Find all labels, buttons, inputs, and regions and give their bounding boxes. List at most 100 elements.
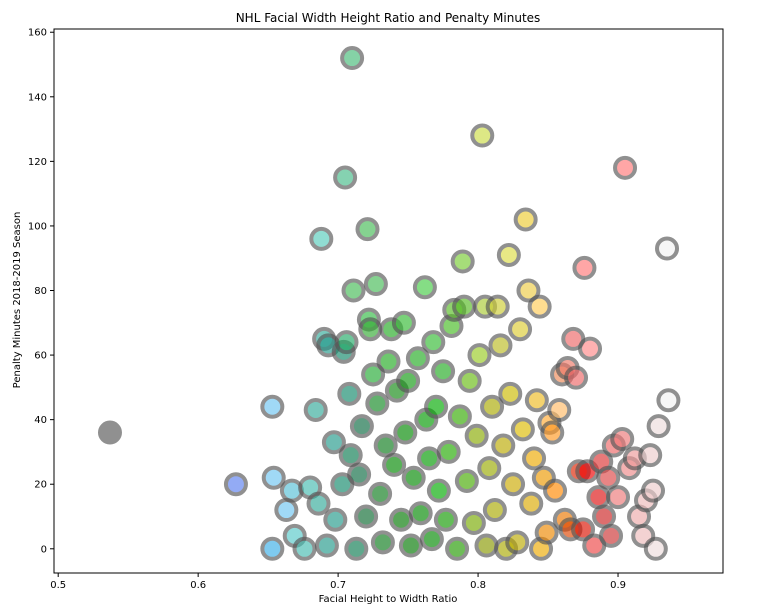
- scatter-point: [470, 123, 495, 148]
- scatter-point: [592, 504, 617, 529]
- scatter-point: [391, 310, 416, 335]
- scatter-point: [274, 498, 299, 523]
- scatter-point: [477, 456, 502, 481]
- scatter-point: [433, 507, 458, 532]
- scatter-point: [260, 536, 285, 561]
- scatter-point: [261, 465, 286, 490]
- scatter-point: [340, 46, 365, 71]
- y-tick-label: 160: [28, 28, 47, 39]
- scatter-point: [596, 465, 621, 490]
- scatter-point: [344, 536, 369, 561]
- scatter-point: [508, 317, 533, 342]
- scatter-point: [349, 414, 374, 439]
- scatter-point: [321, 430, 346, 455]
- scatter-point: [355, 217, 380, 242]
- scatter-point: [358, 317, 383, 342]
- scatter-point: [419, 527, 444, 552]
- y-tick-label: 40: [34, 415, 47, 426]
- scatter-point: [363, 272, 388, 297]
- scatter-point: [401, 465, 426, 490]
- scatter-point: [447, 404, 472, 429]
- scatter-point: [543, 478, 568, 503]
- scatter-point: [223, 472, 248, 497]
- scatter-point: [646, 414, 671, 439]
- scatter-point: [464, 423, 489, 448]
- scatter-point: [501, 472, 526, 497]
- scatter-point: [450, 249, 475, 274]
- x-tick-label: 0.9: [610, 580, 626, 591]
- scatter-point: [292, 536, 317, 561]
- scatter-point: [334, 330, 359, 355]
- scatter-point: [540, 420, 565, 445]
- scatter-point: [510, 417, 535, 442]
- scatter-point: [393, 420, 418, 445]
- scatter-point: [354, 504, 379, 529]
- scatter-point: [564, 365, 589, 390]
- scatter-point: [524, 388, 549, 413]
- scatter-point: [643, 536, 668, 561]
- x-tick-label: 0.5: [50, 580, 66, 591]
- scatter-point: [382, 452, 407, 477]
- scatter-point: [368, 481, 393, 506]
- scatter-point: [260, 394, 285, 419]
- scatter-point: [361, 362, 386, 387]
- scatter-point: [641, 478, 666, 503]
- scatter-point: [365, 391, 390, 416]
- y-tick-label: 0: [41, 544, 47, 555]
- y-tick-label: 120: [28, 157, 47, 168]
- scatter-point: [306, 491, 331, 516]
- chart-title: NHL Facial Width Height Ratio and Penalt…: [236, 11, 541, 25]
- scatter-point: [323, 507, 348, 532]
- scatter-point: [431, 359, 456, 384]
- x-axis-label: Facial Height to Width Ratio: [319, 594, 458, 605]
- scatter-point: [373, 433, 398, 458]
- y-tick-label: 80: [34, 286, 47, 297]
- scatter-point: [519, 491, 544, 516]
- y-tick-label: 60: [34, 351, 47, 362]
- scatter-point: [474, 533, 499, 558]
- scatter-point: [445, 536, 470, 561]
- scatter-point: [436, 439, 461, 464]
- scatter-point: [408, 501, 433, 526]
- scatter-point: [656, 388, 681, 413]
- scatter-point: [424, 394, 449, 419]
- scatter-point: [491, 433, 516, 458]
- scatter-point: [314, 533, 339, 558]
- scatter-point: [527, 294, 552, 319]
- scatter-point: [461, 510, 486, 535]
- scatter-point: [467, 343, 492, 368]
- scatter-point: [488, 333, 513, 358]
- y-tick-label: 100: [28, 221, 47, 232]
- scatter-point: [516, 278, 541, 303]
- scatter-point: [398, 533, 423, 558]
- scatter-point: [547, 397, 572, 422]
- scatter-point: [572, 255, 597, 280]
- scatter-point: [376, 349, 401, 374]
- scatter-point: [309, 226, 334, 251]
- scatter-point: [333, 165, 358, 190]
- scatter-point: [522, 446, 547, 471]
- scatter-point: [482, 498, 507, 523]
- scatter-point: [457, 368, 482, 393]
- scatter-point: [337, 381, 362, 406]
- scatter-point: [412, 275, 437, 300]
- points-layer: [97, 46, 681, 561]
- scatter-point: [421, 330, 446, 355]
- scatter-point: [452, 294, 477, 319]
- scatter-point: [97, 420, 122, 445]
- scatter-point: [571, 517, 596, 542]
- x-axis-ticks: 0.5 0.6 0.7 0.8 0.9: [50, 573, 626, 591]
- scatter-point: [341, 278, 366, 303]
- scatter-point: [655, 236, 680, 261]
- scatter-point: [480, 394, 505, 419]
- scatter-point: [417, 446, 442, 471]
- y-tick-label: 20: [34, 480, 47, 491]
- scatter-point: [496, 242, 521, 267]
- scatter-point: [485, 294, 510, 319]
- scatter-point: [454, 468, 479, 493]
- scatter-point: [370, 530, 395, 555]
- scatter-point: [303, 397, 328, 422]
- scatter-point: [638, 443, 663, 468]
- scatter-point: [610, 427, 635, 452]
